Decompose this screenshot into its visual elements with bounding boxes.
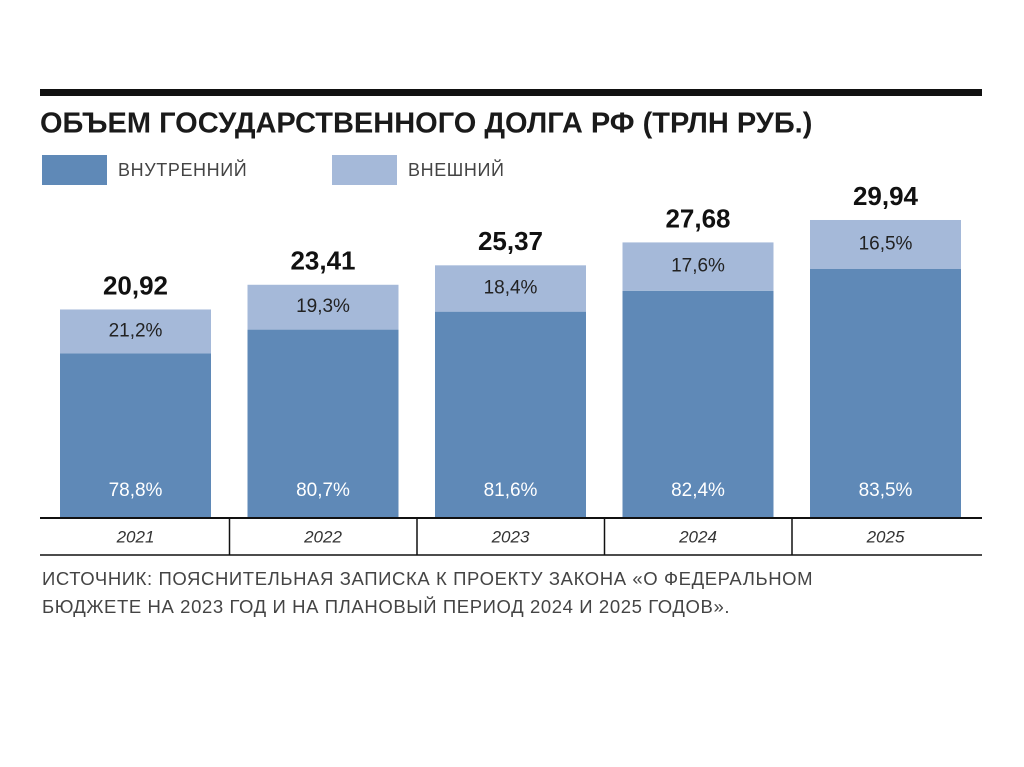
- legend-swatch: [332, 155, 397, 185]
- x-tick-label: 2021: [116, 527, 155, 546]
- total-label: 23,41: [290, 246, 355, 276]
- bar-segment: [810, 269, 961, 517]
- segment-label: 83,5%: [859, 480, 913, 501]
- total-label: 25,37: [478, 226, 543, 256]
- source-line: БЮДЖЕТЕ НА 2023 ГОД И НА ПЛАНОВЫЙ ПЕРИОД…: [42, 596, 730, 617]
- x-tick-label: 2022: [303, 527, 342, 546]
- x-tick-label: 2024: [678, 527, 717, 546]
- segment-label: 81,6%: [484, 480, 538, 501]
- bar-segment: [247, 284, 399, 330]
- legend-label: ВНЕШНИЙ: [408, 159, 505, 180]
- segment-label: 78,8%: [109, 480, 163, 501]
- x-tick-label: 2023: [491, 527, 530, 546]
- segment-label: 21,2%: [109, 320, 163, 341]
- segment-label: 19,3%: [296, 296, 350, 317]
- segment-label: 82,4%: [671, 480, 725, 501]
- x-tick-label: 2025: [866, 527, 905, 546]
- bar-segment: [622, 242, 774, 291]
- legend-swatch: [42, 155, 107, 185]
- total-label: 29,94: [853, 181, 919, 211]
- total-label: 27,68: [665, 203, 730, 233]
- chart-title: ОБЪЕМ ГОСУДАРСТВЕННОГО ДОЛГА РФ (ТРЛН РУ…: [40, 108, 812, 140]
- bar-segment: [60, 309, 211, 354]
- bar-segment: [247, 329, 399, 517]
- source-line: ИСТОЧНИК: ПОЯСНИТЕЛЬНАЯ ЗАПИСКА К ПРОЕКТ…: [42, 568, 813, 589]
- segment-label: 17,6%: [671, 256, 725, 277]
- bar-segment: [435, 265, 586, 312]
- segment-label: 16,5%: [859, 234, 913, 255]
- bar-segment: [810, 219, 961, 270]
- segment-label: 80,7%: [296, 480, 350, 501]
- bar-segment: [435, 311, 586, 517]
- legend-label: ВНУТРЕННИЙ: [118, 159, 247, 180]
- bar-segment: [622, 290, 774, 517]
- bar-segment: [60, 353, 211, 517]
- total-label: 20,92: [103, 270, 168, 300]
- segment-label: 18,4%: [484, 277, 538, 298]
- top-rule: [40, 89, 982, 96]
